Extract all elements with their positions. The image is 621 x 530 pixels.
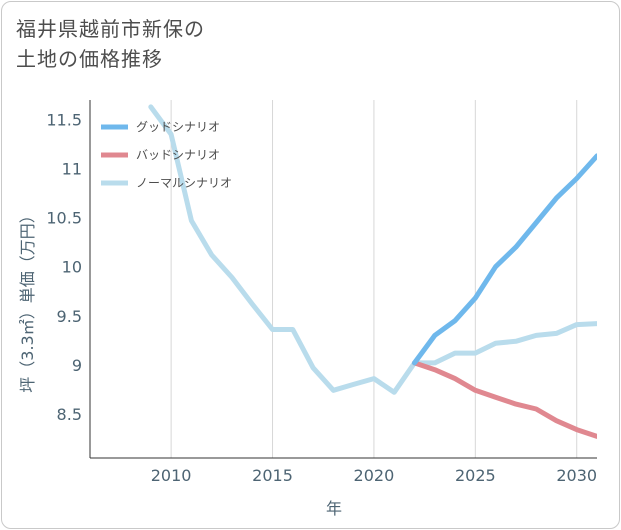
series-line-0 [412,153,597,366]
x-tick-label: 2010 [151,466,192,485]
legend-label-0: グッドシナリオ [136,120,220,134]
y-tick-label: 10.5 [46,209,82,228]
tick-labels: 2010 2015 2020 2025 2030 8.5 9 9.5 10 10.5 11 11.5 [46,111,597,485]
series-lines [148,104,597,439]
y-tick-label: 11 [62,160,82,179]
x-axis-label: 年 [326,499,342,518]
x-tick-label: 2030 [556,466,597,485]
y-tick-label: 10 [62,258,82,277]
chart-title: 福井県越前市新保の 土地の価格推移 [16,14,205,74]
y-tick-label: 9.5 [57,307,82,326]
y-tick-label: 8.5 [57,405,82,424]
axes [89,100,597,459]
legend-label-2: ノーマルシナリオ [136,176,232,190]
chart-title-line-2: 土地の価格推移 [16,47,163,71]
x-tick-label: 2015 [252,466,293,485]
series-line-1 [412,360,597,439]
x-tick-label: 2025 [455,466,496,485]
y-axis-label: 坪（3.3㎡）単価（万円） [18,207,37,392]
y-tick-label: 11.5 [46,111,82,130]
chart-title-line-1: 福井県越前市新保の [16,17,205,41]
series-line-2 [148,104,597,395]
y-tick-label: 9 [72,356,82,375]
x-tick-label: 2020 [354,466,395,485]
grid-lines [170,100,578,458]
legend-label-1: バッドシナリオ [136,148,220,162]
